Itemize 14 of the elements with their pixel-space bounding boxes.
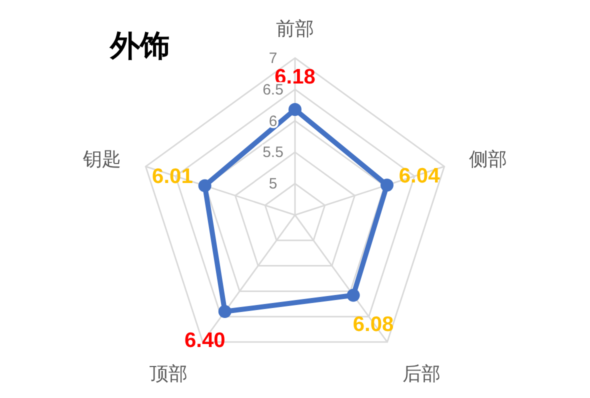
y-tick-label: 5 bbox=[268, 176, 278, 193]
y-tick-label: 5.5 bbox=[262, 144, 284, 162]
spoke-label: 钥匙 bbox=[82, 149, 121, 170]
data-label: 6.08 bbox=[352, 312, 394, 336]
y-tick-label: 7 bbox=[268, 50, 278, 67]
data-label: 6.40 bbox=[184, 329, 226, 352]
data-label: 6.04 bbox=[398, 164, 440, 188]
spoke-label: 后部 bbox=[402, 363, 441, 386]
spoke-label: 侧部 bbox=[469, 148, 508, 170]
spoke-label: 顶部 bbox=[149, 363, 188, 386]
chart-title: 外饰 bbox=[109, 30, 170, 63]
data-label: 6.01 bbox=[152, 165, 194, 188]
spoke-label: 前部 bbox=[276, 18, 314, 40]
y-tick-label: 6 bbox=[268, 112, 278, 130]
